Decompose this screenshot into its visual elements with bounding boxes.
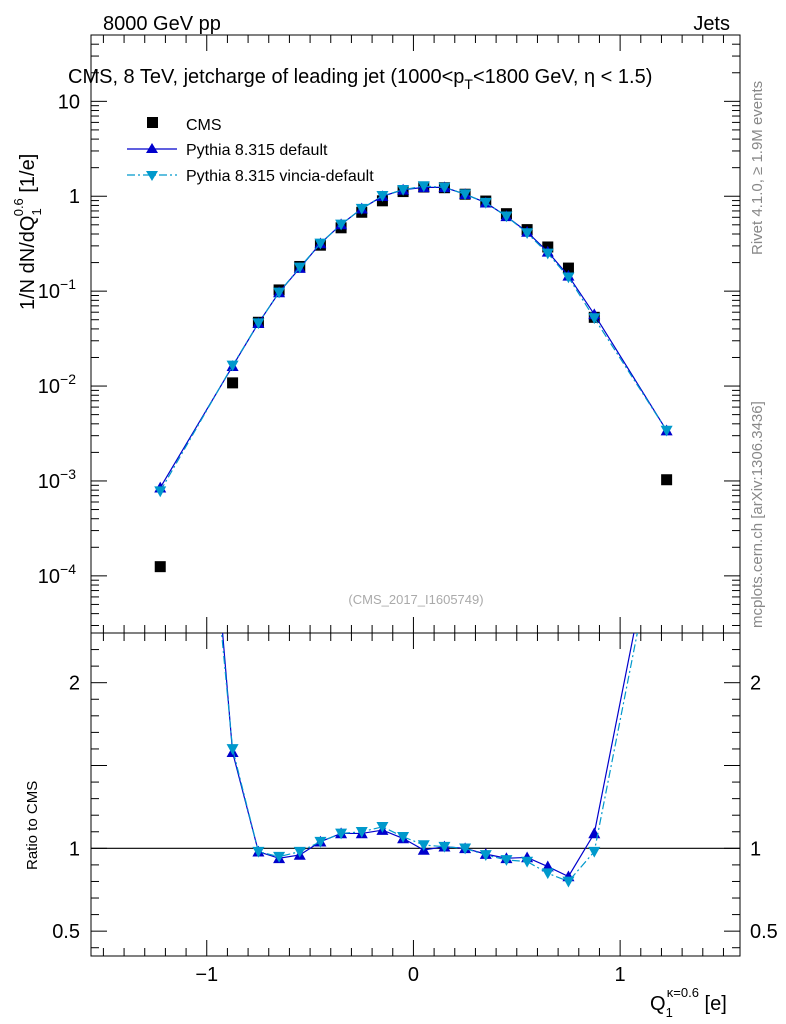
vincia-ratio-point xyxy=(479,850,492,861)
vincia-ratio-point xyxy=(273,851,286,863)
vincia-point xyxy=(500,211,513,223)
vincia-point xyxy=(562,272,575,284)
vincia-ratio-point xyxy=(417,840,430,852)
legend-label-vincia: Pythia 8.315 vincia-default xyxy=(186,168,374,185)
vincia-point xyxy=(376,191,389,202)
vincia-ratio-point xyxy=(252,846,265,858)
vincia-point xyxy=(588,313,601,325)
vincia-ratio-point xyxy=(355,826,368,838)
vincia-point xyxy=(335,219,348,231)
vincia-ratio-point xyxy=(314,836,327,848)
vincia-point xyxy=(660,425,673,437)
vincia-point xyxy=(252,318,265,330)
y-tick-label: 10−2 xyxy=(38,371,76,398)
vincia-ratio-point xyxy=(562,876,575,888)
legend: CMS Pythia 8.315 default Pythia 8.315 vi… xyxy=(127,117,374,185)
vincia-ratio-point xyxy=(459,843,472,855)
y-tick-label: 10−1 xyxy=(38,276,76,303)
vincia-point xyxy=(397,184,410,196)
vincia-ratio-point xyxy=(226,744,239,755)
vincia-ratio-point xyxy=(376,822,389,833)
rivet-label: Rivet 4.1.0, ≥ 1.9M events xyxy=(749,81,766,255)
vincia-series-line xyxy=(159,185,668,492)
vincia-point xyxy=(293,262,306,274)
y-tick-label: 1 xyxy=(69,186,80,208)
ratio-y-axis-label: Ratio to CMS xyxy=(24,781,41,870)
y-tick-label: 10−4 xyxy=(38,561,76,588)
default-series-line xyxy=(159,186,668,488)
cms-point xyxy=(661,474,673,486)
vincia-point xyxy=(479,197,492,209)
y-tick-label: 10−3 xyxy=(38,466,76,493)
vincia-ratio-point xyxy=(500,855,513,866)
vincia-point xyxy=(273,287,286,299)
legend-marker-default xyxy=(146,143,158,153)
cms-point xyxy=(154,561,166,573)
main-axes: 10 1 10−1 10−2 10−3 10−4 xyxy=(38,34,740,633)
x-tick-label: 1 xyxy=(615,964,626,986)
vincia-ratio-line xyxy=(220,633,638,883)
cms-point xyxy=(562,262,574,274)
legend-label-default: Pythia 8.315 default xyxy=(186,142,328,159)
y-tick-label: 10 xyxy=(58,91,80,113)
vincia-ratio-point xyxy=(588,846,601,858)
vincia-ratio-point xyxy=(438,841,451,853)
x-axis-label: Q1κ=0.6 [e] xyxy=(650,985,727,1020)
vincia-point xyxy=(314,238,327,250)
x-tick-label: −1 xyxy=(195,964,218,986)
mcplots-label: mcplots.cern.ch [arXiv:1306.3436] xyxy=(749,401,766,628)
vincia-ratio-point xyxy=(335,828,348,840)
vincia-point xyxy=(438,182,451,194)
legend-marker-vincia xyxy=(146,171,158,181)
vincia-point xyxy=(417,181,430,193)
ratio-y-tick-label-right: 1 xyxy=(750,838,761,860)
y-axis-label: 1/N dN/dQ10.6 [1/e] xyxy=(11,154,44,310)
cms-point xyxy=(227,377,239,389)
ratio-y-tick-label-right: 0.5 xyxy=(750,921,778,943)
ratio-axes: −1 0 1 2 2 1 1 0.5 0.5 xyxy=(52,633,778,986)
legend-label-cms: CMS xyxy=(186,117,222,134)
vincia-ratio-point xyxy=(541,868,554,880)
vincia-ratio-point xyxy=(397,831,410,843)
header-left-label: 8000 GeV pp xyxy=(103,13,221,35)
ratio-y-tick-label: 2 xyxy=(69,673,80,695)
ratio-plot-marks xyxy=(91,633,740,888)
ratio-y-tick-label: 1 xyxy=(69,838,80,860)
chart-title: CMS, 8 TeV, jetcharge of leading jet (10… xyxy=(68,66,652,92)
x-tick-label: 0 xyxy=(408,964,419,986)
vincia-point xyxy=(355,203,368,215)
ratio-y-tick-label-right: 2 xyxy=(750,673,761,695)
legend-marker-cms xyxy=(147,117,158,128)
vincia-point xyxy=(154,486,167,498)
main-plot-marks xyxy=(154,181,673,573)
vincia-point xyxy=(521,228,534,239)
default-ratio-line xyxy=(222,633,635,878)
vincia-ratio-point xyxy=(293,846,306,858)
ratio-y-tick-label: 0.5 xyxy=(52,921,80,943)
vincia-point xyxy=(226,360,239,372)
header-right-label: Jets xyxy=(693,13,730,35)
vincia-point xyxy=(541,248,554,260)
analysis-watermark: (CMS_2017_I1605749) xyxy=(348,592,483,607)
vincia-point xyxy=(459,189,472,201)
vincia-ratio-point xyxy=(521,856,534,868)
ratio-panel-frame xyxy=(90,632,741,957)
